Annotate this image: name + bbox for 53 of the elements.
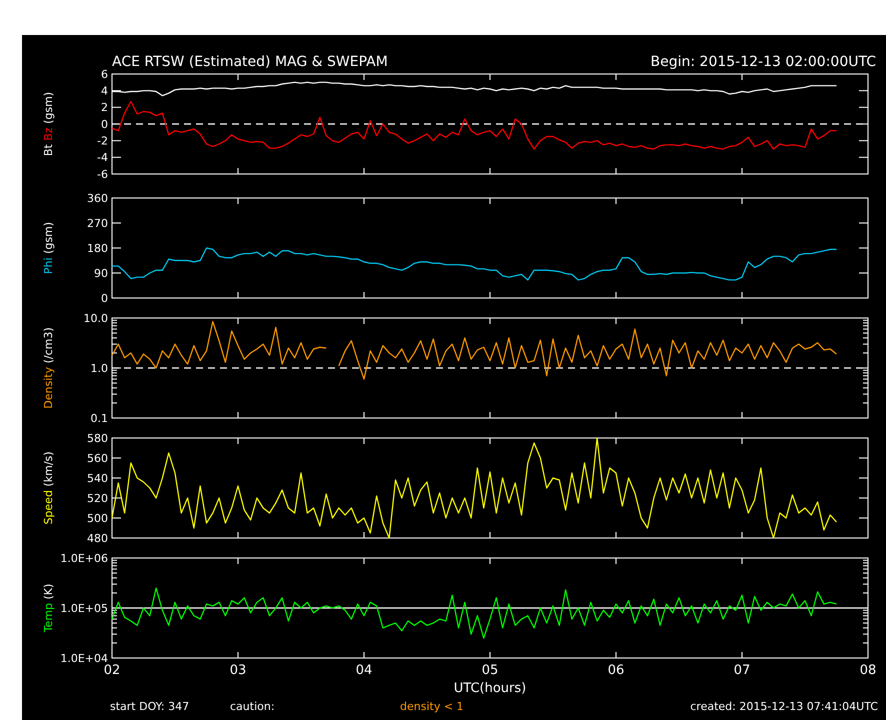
line-series [111, 247, 838, 281]
y-tick-label: 1.0E+05 [60, 602, 108, 615]
text: Phi [42, 254, 55, 274]
y-axis-title: (km/s) [42, 451, 55, 487]
y-tick-label: 560 [87, 452, 108, 465]
y-tick-label: -6 [97, 168, 108, 181]
y-tick-label: 0 [101, 118, 108, 131]
y-tick-label: 2 [101, 101, 108, 114]
y-tick-label: 0 [101, 292, 108, 305]
x-tick-label: 04 [356, 663, 372, 678]
y-tick-label: 0.1 [90, 412, 108, 425]
y-tick-label: 270 [87, 216, 108, 230]
y-tick-label: 580 [87, 432, 108, 445]
y-tick-label: -4 [97, 151, 108, 164]
x-tick-label: 05 [482, 663, 498, 678]
text: start DOY: 347 [110, 700, 190, 713]
y-tick-label: 4 [101, 84, 108, 98]
y-tick-label: 90 [94, 266, 108, 280]
y-tick-label: 540 [87, 472, 108, 485]
chart-subtitle: Begin: 2015-12-13 02:00:00UTC [650, 54, 876, 70]
y-tick-label: 1.0E+06 [60, 552, 108, 565]
y-axis-title: (/cm3) [42, 327, 55, 364]
x-tick-label: 08 [860, 663, 876, 678]
text: density < 1 [400, 700, 464, 713]
y-tick-label: 480 [87, 532, 108, 545]
x-tick-label: 02 [104, 663, 120, 678]
line-series [111, 588, 838, 639]
y-tick-label: -2 [97, 134, 108, 148]
x-tick-label: 03 [230, 663, 246, 678]
x-tick-label: 06 [608, 663, 624, 678]
text: Bz [42, 124, 55, 141]
y-tick-label: 180 [87, 242, 108, 255]
x-tick-label: 07 [734, 663, 750, 678]
line-series [111, 100, 838, 150]
y-tick-label: 10.0 [84, 312, 108, 325]
y-axis-title: (gsm) [42, 222, 55, 254]
text: created: 2015-12-13 07:41:04UTC [690, 700, 878, 713]
y-tick-label: 500 [87, 512, 108, 525]
x-axis-title: UTC(hours) [454, 681, 526, 696]
y-axis-title: (K) [42, 584, 55, 600]
y-tick-label: 6 [101, 68, 108, 81]
line-series [111, 437, 838, 539]
y-tick-label: 360 [87, 192, 108, 205]
text: Bt [42, 140, 55, 156]
y-tick-label: 520 [87, 492, 108, 505]
text: Speed [42, 486, 55, 525]
y-axis-title: (gsm) [42, 92, 55, 124]
text: Density [42, 363, 55, 409]
chart-title: ACE RTSW (Estimated) MAG & SWEPAM [112, 54, 388, 70]
y-tick-label: 1.0E+04 [60, 652, 108, 665]
text: Temp [42, 599, 55, 634]
text: caution: [230, 700, 275, 713]
y-tick-label: 1.0 [90, 362, 108, 375]
